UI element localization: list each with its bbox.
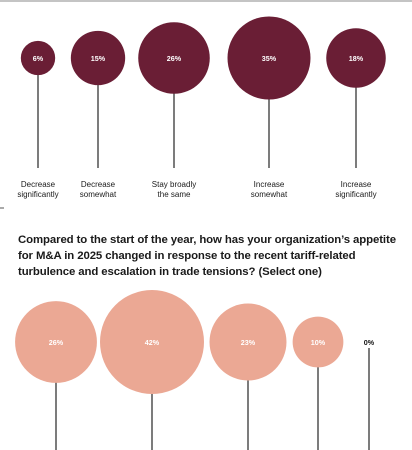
bubble-c1-4	[227, 16, 311, 100]
bubble-c1-5	[326, 28, 386, 88]
category-label-decrease-somewhat: Decrease somewhat	[80, 180, 117, 199]
bubble-c2-3	[209, 303, 287, 381]
question-text: Compared to the start of the year, how h…	[18, 234, 396, 278]
value-label-c1-5: 18%	[349, 54, 364, 63]
bubble-c1-1	[20, 40, 56, 76]
bubble-c2-4	[292, 316, 344, 368]
zero-label-bg-c2-5	[361, 336, 377, 348]
bubble-c2-1	[15, 301, 97, 383]
category-label-stay-broadly-the-same: Stay broadly the same	[152, 180, 196, 199]
value-label-c1-4: 35%	[262, 54, 277, 63]
value-label-c1-3: 26%	[167, 54, 182, 63]
bubble-c2-2	[100, 290, 204, 394]
value-label-c2-1: 26%	[49, 338, 64, 347]
bubble-c1-3	[138, 22, 210, 94]
value-label-c2-5: 0%	[364, 338, 375, 347]
value-label-c1-2: 15%	[91, 54, 106, 63]
value-label-c2-3: 23%	[241, 338, 256, 347]
value-label-c2-2: 42%	[145, 338, 160, 347]
category-label-increase-significantly: Increase significantly	[335, 180, 376, 199]
value-label-c1-1: 6%	[33, 54, 44, 63]
category-label-increase-somewhat: Increase somewhat	[251, 180, 288, 199]
bubble-c1-2	[70, 30, 126, 86]
value-label-c2-4: 10%	[311, 338, 326, 347]
category-label-decrease-significantly: Decrease significantly	[17, 180, 58, 199]
